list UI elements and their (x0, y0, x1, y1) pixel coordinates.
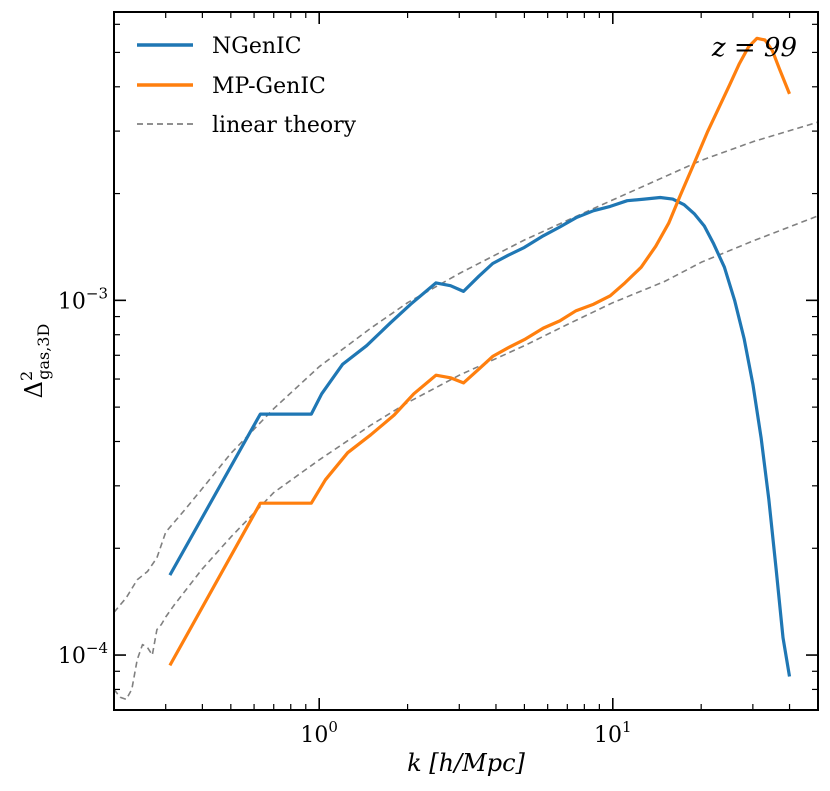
y-tick-label: 10−4 (58, 639, 108, 669)
legend-label-ngenic: NGenIC (212, 34, 302, 59)
series-line-linear-theory (114, 121, 818, 613)
x-axis-label: k [h/Mpc] (407, 749, 525, 777)
x-tick-labels: 100 101 (300, 718, 631, 748)
series-line-ngenic (168, 195, 792, 677)
x-tick-label: 100 (300, 718, 338, 748)
series-lines (114, 36, 818, 701)
legend: NGenIC MP-GenIC linear theory (137, 34, 357, 138)
legend-label-mp-genic: MP-GenIC (212, 74, 326, 99)
redshift-annotation: z = 99 (711, 33, 797, 63)
series-line-linear-theory-lower (114, 215, 818, 701)
y-tick-labels: 10−4 10−3 (58, 284, 108, 669)
x-tick-label: 101 (594, 718, 632, 748)
y-axis-label: Δ2gas,3D (17, 324, 53, 399)
y-tick-label: 10−3 (58, 284, 108, 314)
series-line-mp-genic (168, 36, 791, 667)
legend-label-linear-theory: linear theory (212, 113, 357, 138)
plot-frame (113, 11, 819, 711)
